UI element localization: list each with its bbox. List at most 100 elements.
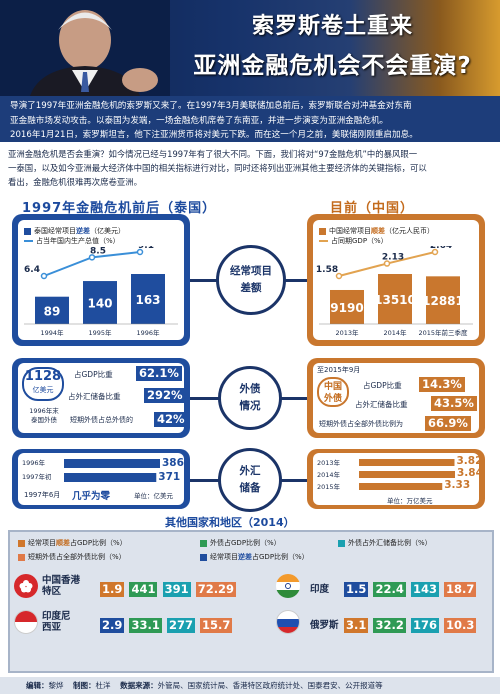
other-legend-item: 经常项目 顺差 占GDP比例（%） [18,538,127,548]
bar-mark [330,289,364,324]
intro-line: 2016年1月21日，索罗斯坦言，他下注亚洲货币将对美元下跌。而在这一个月之前，… [10,130,418,140]
credit-label: 编辑： [26,681,49,690]
other-regions-title: 其他国家和地区（2014） [165,516,295,529]
thailand-debt-card: 1128 亿美元 1996年末 泰国外债 占GDP比重 62.1% 占外汇储备比… [18,363,188,433]
china-section-title: 目前（中国） [330,201,415,216]
label-line: 外汇 [239,465,261,477]
legend-unit: （亿元人民币） [385,227,434,235]
region-name-line: 印度尼 [42,611,71,622]
bar-value-label: 3.82 [457,455,480,467]
legend-label: 短期外债占全部外债比例（%） [28,553,126,561]
debt-row-label: 占外汇储备比重 [355,400,408,409]
debt-row-label: 占外汇储备比重 [68,392,121,401]
other-legend-item: 短期外债占全部外债比例（%） [18,552,126,562]
value-cell: 33.1 [129,618,162,633]
note-line: 1996年末 [29,407,59,415]
line-point [383,260,391,267]
value-cell: 1.5 [344,582,369,597]
label-line: 经常项目 [230,265,272,277]
debt-unit: 亿美元 [32,386,54,394]
region-name: 印度尼 西亚 [42,611,71,633]
debt-as-of: 至2015年9月 [317,366,361,374]
y-tick-label: 2013年 [317,458,341,467]
region-name-line: 西亚 [42,622,62,633]
value-cell: 10.3 [444,618,477,633]
legend-highlight: 顺差 [371,227,385,235]
legend-swatch [24,227,31,235]
credit-value: 黎烨 [48,681,64,690]
intro-paragraph: 导演了1997年亚洲金融危机的索罗斯又来了。在1997年3月美联储加息前后，索罗… [0,96,500,142]
legend-line-swatch [319,240,328,242]
legend-highlight: 顺差 [56,539,70,547]
value-cell: 277 [166,618,195,633]
value-cell: 15.7 [200,618,233,633]
china-fx-chart: 2013年 3.82 2014年 3.84 2015年 3.33 [317,455,480,491]
legend-swatch [200,539,207,547]
label-line: 外债 [239,383,261,395]
bar-value-label: 386 [162,457,184,469]
bar-mark [378,274,412,324]
legend-label: 占同期GDP（%） [331,237,388,245]
credit-value: 杜洋 [95,681,111,690]
bar-mark [64,473,157,482]
fx-unit: 单位：亿美元 [134,492,173,500]
badge-line: 外债 [323,394,342,404]
y-tick-label: 1997年初 [22,472,52,481]
legend-bars: 泰国经常项目 逆差 （亿美元） [24,226,125,236]
thailand-fx-card: 1996年 386 1997年初 371 1997年6月 几乎为零 单位：亿美元 [18,453,184,505]
india-flag-icon [276,574,300,598]
line-value-label: 9.1 [138,246,154,251]
bar-value-label: 9190 [330,301,363,315]
region-name-line: 中国香港 [42,575,81,586]
region-values-row: 2.9 33.1 277 15.7 [100,614,233,633]
legend-highlight: 逆差 [76,227,90,235]
intro-line: 亚金融市场发动攻击。以泰国为发端，一场金融危机席卷了东南亚，并进一步演变为亚洲金… [10,115,389,126]
y-tick-label: 2015年 [317,482,341,491]
legend-highlight: 逆差 [238,553,252,561]
bar-mark [83,281,117,324]
label-line: 差额 [240,282,262,294]
x-tick-label: 2013年 [335,328,359,337]
region-name: 印度 [310,584,330,595]
debt-amount: 1128 [24,369,62,384]
badge-line: 中国 [323,382,342,392]
footer-credits: 编辑：黎烨 制图：杜洋 数据来源：外管局、国家统计局、香港特区政府统计处、国泰君… [0,677,500,694]
lead-line: 看出，金融危机很难再次席卷亚洲。 [8,177,142,187]
fx-june-label: 1997年6月 [24,491,61,499]
portrait-image [0,0,170,96]
bar-mark [426,276,460,324]
china-debt-card: 至2015年9月 中国 外债 占GDP比重 14.3% 占外汇储备比重 43.5… [313,363,479,433]
thailand-fx-chart: 1996年 386 1997年初 371 [22,457,184,483]
debt-row-value: 66.9% [425,416,471,431]
line-point [136,248,144,256]
bar-mark [359,471,455,478]
other-regions-panel: 经常项目 顺差 占GDP比例（%） 外债占GDP比例（%） 外债占外汇储备比例（%）… [8,530,494,673]
legend-label: 外债占外汇储备比例（%） [348,539,432,547]
legend-label: 占GDP比例（%） [70,539,127,547]
value-cell: 1.9 [100,582,125,597]
legend-label: 经常项目 [210,553,238,561]
legend-label: 占GDP比例（%） [252,553,309,561]
debt-amount-badge: 1128 亿美元 [22,367,64,401]
region-name: 中国香港 特区 [42,575,80,597]
indonesia-flag-icon [14,610,38,634]
y-tick-label: 1996年 [22,458,46,467]
region-values-row: 3.1 32.2 176 10.3 [344,614,477,633]
legend-line-swatch [24,240,33,242]
legend-swatch [18,553,25,561]
legend-label: 外债占GDP比例（%） [210,539,281,547]
debt-row-value: 292% [144,388,186,403]
thailand-ca-chart: 89 1994年 140 1995年 163 1996年 6.4 8.5 9.1 [24,246,178,337]
credit-value: 外管局、国家统计局、香港特区政府统计处、国泰君安、公开报道等 [157,681,383,690]
current-account-label: 经常项目 差额 [216,245,286,315]
credit-label: 数据来源： [120,681,158,690]
legend-swatch [319,227,326,235]
debt-row-value: 14.3% [419,377,465,392]
debt-row-label: 占GDP比重 [74,370,113,379]
page-title: 索罗斯卷土重来 [251,14,413,39]
bar-value-label: 13510 [374,293,416,307]
line-value-label: 8.5 [90,246,106,256]
x-tick-label: 1996年 [136,328,160,337]
fx-reserves-label: 外汇 储备 [218,448,282,512]
value-cell: 2.9 [100,618,125,633]
